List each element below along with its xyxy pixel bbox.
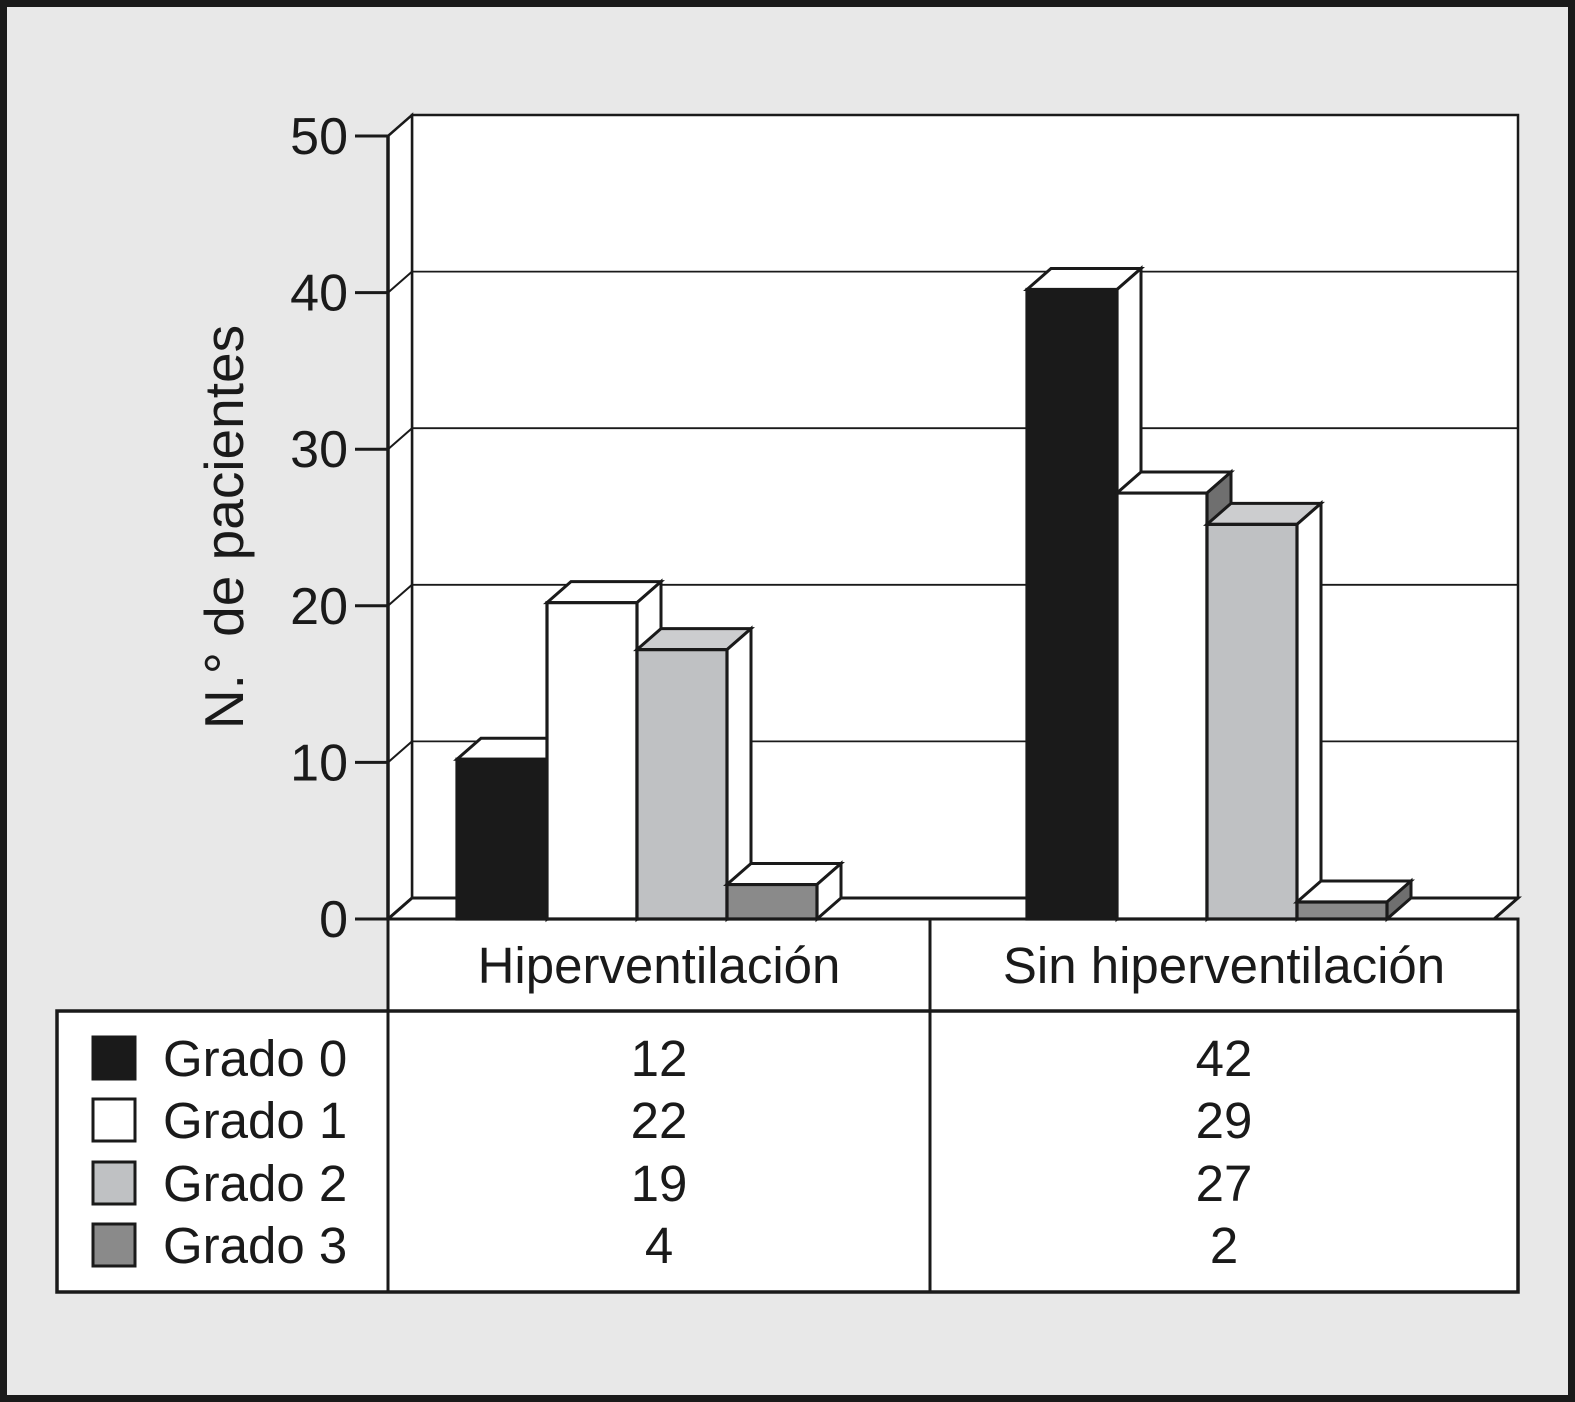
data-table [55, 1009, 1520, 1294]
category-header-hiperventilacion: Hiperventilación [478, 937, 841, 994]
y-axis-tick-label-30: 30 [290, 421, 348, 479]
bar-grado-3-sin-hiperventilacion [1295, 900, 1389, 921]
bar-grado-1-sin-hiperventilacion [1115, 491, 1209, 921]
table-value-hiperventilacion-grado-2: 19 [631, 1155, 688, 1212]
legend-swatch-grado-0 [91, 1035, 137, 1081]
bar-grado-0-hiperventilacion [455, 757, 549, 921]
y-axis-tick-wall-diagonal-10 [387, 740, 413, 764]
y-axis-tick-wall-diagonal-30 [387, 427, 413, 450]
table-value-sin-hiperventilacion-grado-1: 29 [1196, 1092, 1253, 1149]
y-axis-3d-wall [386, 112, 414, 922]
legend-swatch-grado-2 [91, 1160, 137, 1206]
y-axis-tick-label-50: 50 [290, 108, 348, 166]
y-axis-title: N.° de pacientes [193, 325, 255, 729]
legend-label-grado-0: Grado 0 [163, 1030, 347, 1087]
y-axis-tick-wall-diagonal-20 [387, 584, 413, 607]
y-axis-tick-label-10: 10 [290, 734, 348, 792]
bar-grado-1-hiperventilacion [545, 601, 639, 921]
bar-grado-2-hiperventilacion [635, 648, 729, 921]
table-value-sin-hiperventilacion-grado-0: 42 [1196, 1030, 1253, 1087]
y-axis-tick-label-0: 0 [319, 891, 348, 949]
table-value-sin-hiperventilacion-grado-2: 27 [1196, 1155, 1253, 1212]
legend-swatch-grado-3 [91, 1222, 137, 1268]
legend-swatch-grado-1 [91, 1097, 137, 1143]
bar-grado-2-sin-hiperventilacion [1205, 522, 1299, 921]
legend-label-grado-3: Grado 3 [163, 1217, 347, 1274]
y-axis-tick-wall-diagonal-40 [387, 270, 413, 294]
bar-grado-3-hiperventilacion [725, 882, 819, 921]
table-value-hiperventilacion-grado-3: 4 [645, 1217, 673, 1274]
y-axis-tick-wall-diagonal-50 [387, 114, 413, 137]
table-value-sin-hiperventilacion-grado-3: 2 [1210, 1217, 1238, 1274]
y-axis-tick-label-20: 20 [290, 578, 348, 636]
category-header-box-sin-hiperventilacion [928, 917, 1520, 1013]
category-header-sin-hiperventilacion: Sin hiperventilación [1003, 937, 1445, 994]
legend-label-grado-1: Grado 1 [163, 1092, 347, 1149]
bar-grado-0-sin-hiperventilacion [1025, 287, 1119, 921]
table-value-hiperventilacion-grado-1: 22 [631, 1092, 688, 1149]
legend-label-grado-2: Grado 2 [163, 1155, 347, 1212]
bar-side-face-grado-2-sin-hiperventilacion [1295, 500, 1323, 923]
table-value-hiperventilacion-grado-0: 12 [631, 1030, 688, 1087]
y-axis-tick-label-40: 40 [290, 265, 348, 323]
